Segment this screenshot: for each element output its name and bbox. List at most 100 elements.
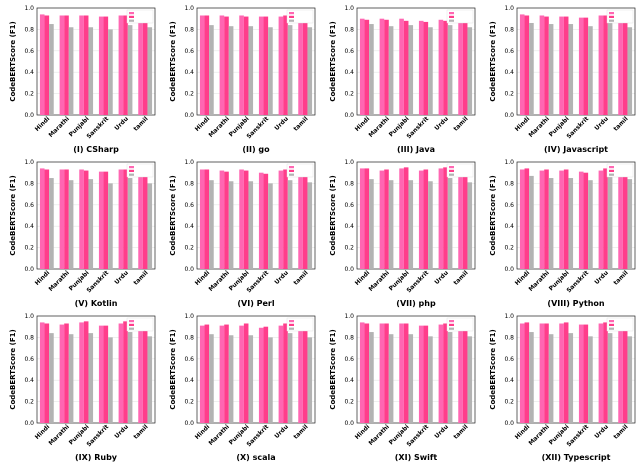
y-tick-label: 0.4: [24, 69, 34, 76]
legend-swatch: [129, 169, 134, 172]
x-tick-label: Marathi: [527, 423, 551, 447]
y-tick-label: 0.0: [344, 112, 354, 119]
bar: [44, 15, 50, 116]
bar: [369, 332, 374, 423]
x-tick-label: Hindi: [34, 269, 51, 286]
bar: [118, 15, 124, 116]
y-tick-label: 0.8: [504, 26, 514, 33]
bar: [298, 170, 303, 269]
bar: [588, 180, 593, 269]
bar: [462, 170, 468, 269]
bar: [138, 324, 143, 423]
y-tick-label: 1.0: [24, 313, 34, 320]
y-tick-label: 0.8: [184, 180, 194, 187]
x-tick-label: Hindi: [34, 423, 51, 440]
bar: [467, 336, 473, 423]
bar: [307, 337, 313, 423]
plot-frame: [196, 161, 316, 270]
y-tick-label: 0.2: [24, 91, 34, 98]
bar: [138, 15, 143, 116]
y-tick-label: 0.6: [184, 202, 194, 209]
y-tick-label: 0.2: [344, 399, 354, 406]
bar: [388, 334, 394, 423]
bar: [123, 169, 128, 269]
chart-panel: 0.0 0.2 0.4 0.6 0.8 1.0 CodeBERTScore (F1) Hind…: [9, 159, 156, 308]
bar: [423, 169, 429, 269]
bar: [364, 168, 370, 269]
bar: [359, 168, 365, 269]
x-tick-label: tamil: [132, 115, 149, 132]
chart-panel: 0.0 0.2 0.4 0.6 0.8 1.0 CodeBERTScore (F1) Hind…: [169, 5, 316, 154]
y-tick-label: 0.2: [24, 399, 34, 406]
x-tick-label: tamil: [132, 269, 149, 286]
bar: [88, 27, 94, 115]
bar: [524, 15, 530, 116]
legend-swatch: [289, 327, 294, 330]
legend-swatch: [289, 19, 294, 22]
y-axis-label: CodeBERTScore (F1): [489, 175, 497, 255]
bar: [204, 169, 210, 269]
bar: [98, 325, 104, 423]
y-tick-label: 0.8: [24, 26, 34, 33]
bar: [379, 170, 385, 269]
x-tick-label: Urdu: [273, 115, 290, 132]
bar: [408, 25, 414, 115]
legend-swatch: [449, 12, 454, 15]
x-tick-label: Marathi: [367, 423, 391, 447]
y-tick-label: 0.8: [184, 334, 194, 341]
y-tick-label: 0.2: [24, 245, 34, 252]
bar: [418, 325, 424, 423]
bar: [539, 15, 545, 116]
chart-panel: 0.0 0.2 0.4 0.6 0.8 1.0 CodeBERTScore (F1) Hind…: [489, 5, 636, 154]
bar: [618, 170, 623, 269]
y-tick-label: 0.2: [184, 399, 194, 406]
panel-title: (VIII) Python: [547, 299, 604, 308]
bar: [59, 324, 65, 423]
bar: [39, 322, 45, 423]
bar: [258, 172, 264, 269]
bar: [568, 178, 574, 269]
bar: [519, 14, 525, 116]
bar: [583, 172, 589, 269]
bar: [239, 15, 244, 116]
y-tick-label: 0.2: [184, 91, 194, 98]
bar: [544, 16, 549, 116]
bar: [108, 183, 113, 269]
bar: [399, 168, 404, 269]
panel-title: (X) scala: [236, 453, 275, 462]
bar: [428, 336, 433, 423]
bar: [302, 171, 308, 269]
bar: [39, 168, 45, 269]
bar: [418, 20, 424, 116]
bar: [268, 27, 273, 115]
chart-panel: 0.0 0.2 0.4 0.6 0.8 1.0 CodeBERTScore (F1) Hind…: [9, 313, 156, 462]
bar: [544, 323, 549, 423]
bar: [127, 25, 133, 115]
y-tick-label: 0.4: [344, 223, 354, 230]
bar: [563, 16, 569, 116]
y-tick-label: 0.6: [24, 48, 34, 55]
legend-swatch: [289, 15, 294, 18]
x-tick-label: Marathi: [367, 269, 391, 293]
bar: [384, 169, 389, 269]
bar: [142, 15, 148, 116]
bar: [418, 170, 424, 269]
y-tick-label: 0.0: [24, 266, 34, 273]
bar: [283, 169, 288, 269]
bar: [583, 17, 589, 116]
y-axis-label: CodeBERTScore (F1): [169, 21, 177, 101]
bar: [438, 168, 444, 269]
legend-swatch: [609, 12, 614, 15]
y-tick-label: 0.2: [504, 91, 514, 98]
x-tick-label: tamil: [612, 115, 629, 132]
bar: [278, 170, 284, 269]
y-tick-label: 1.0: [504, 5, 514, 12]
bar: [123, 321, 128, 423]
x-tick-label: tamil: [612, 423, 629, 440]
legend-swatch: [289, 320, 294, 323]
x-tick-label: Marathi: [207, 115, 231, 139]
y-tick-label: 1.0: [184, 5, 194, 12]
x-tick-label: Urdu: [593, 423, 610, 440]
bar: [138, 170, 143, 269]
